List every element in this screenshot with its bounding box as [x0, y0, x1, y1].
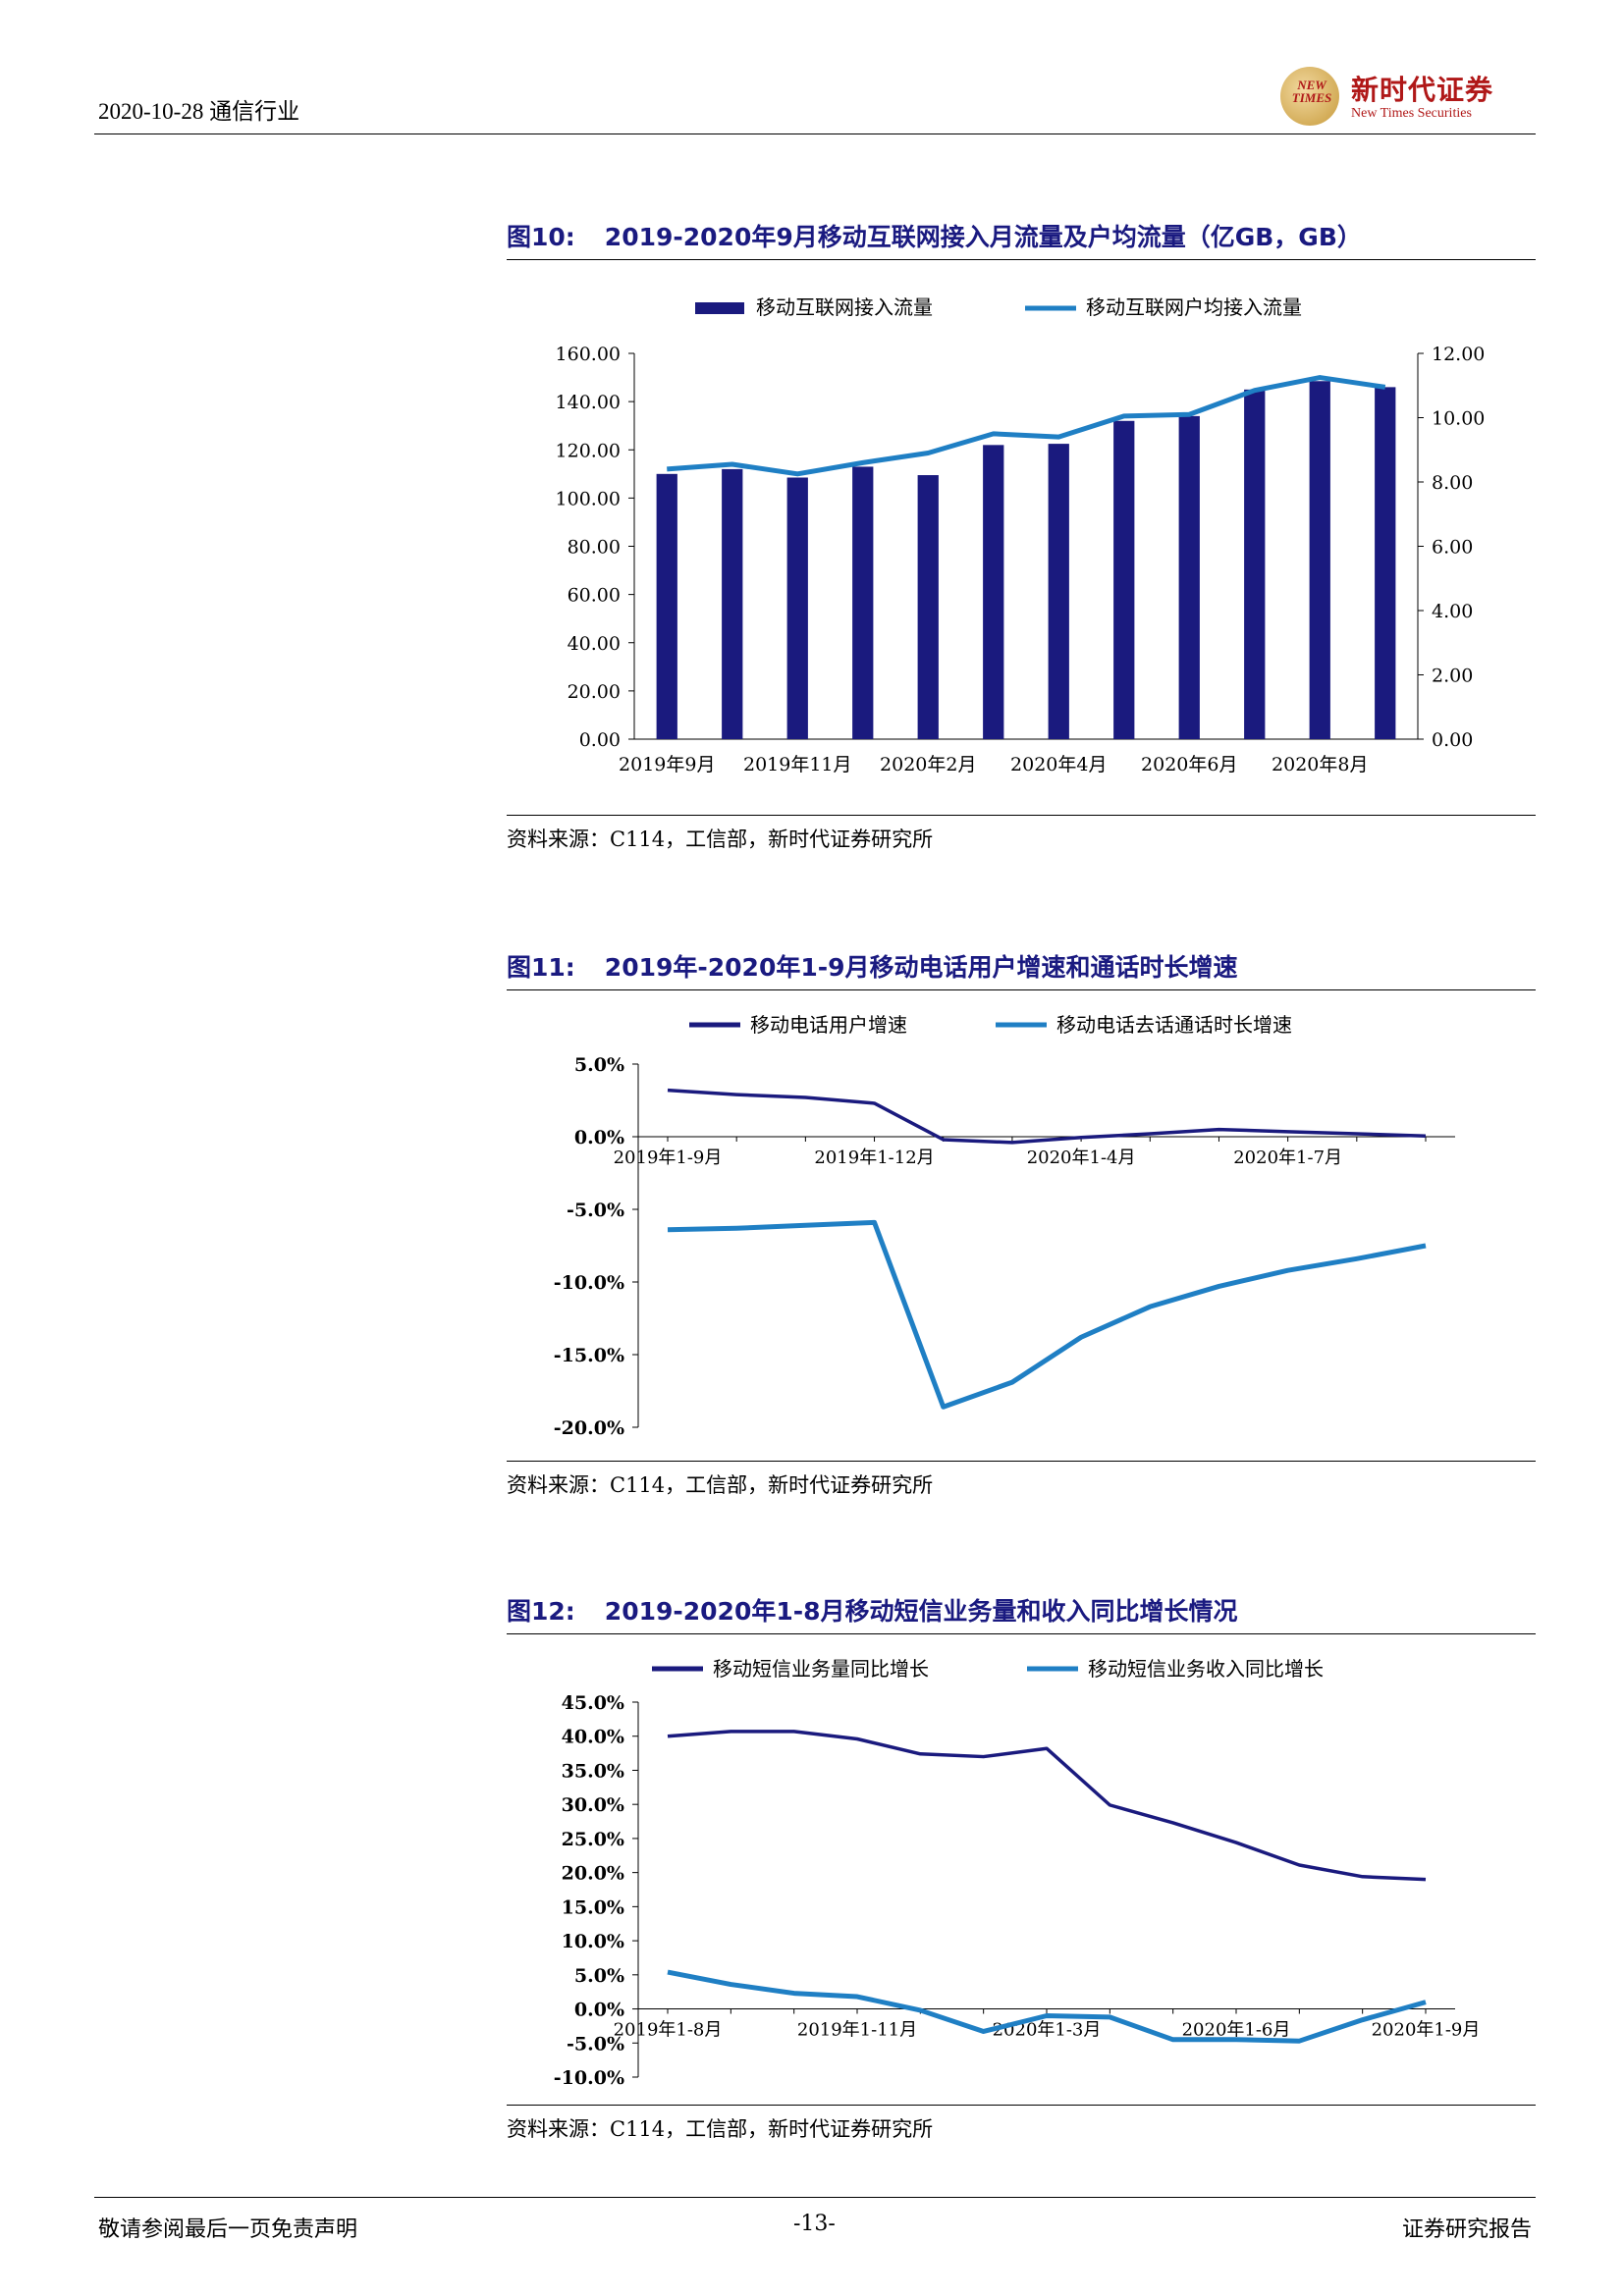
x-tick-label: 2020年4月 — [1010, 754, 1107, 775]
x-tick-label: 2019年1-12月 — [814, 1148, 934, 1168]
footer-disclaimer: 敬请参阅最后一页免责声明 — [98, 2217, 358, 2242]
y-tick-label: -10.0% — [554, 2067, 624, 2089]
logo-emblem — [1280, 67, 1339, 126]
series-line — [667, 1730, 1427, 1882]
y-tick-label: 0.0% — [574, 1127, 624, 1148]
x-tick-label: 2020年2月 — [880, 754, 976, 775]
y-tick-label: -20.0% — [554, 1417, 624, 1439]
x-tick-label: 2020年8月 — [1272, 754, 1368, 775]
legend-label: 移动互联网接入流量 — [756, 295, 933, 319]
header-date-section: 2020-10-28 通信行业 — [98, 99, 300, 124]
left-tick-label: 160.00 — [556, 344, 621, 365]
bar — [1178, 415, 1200, 739]
left-tick-label: 60.00 — [568, 585, 621, 607]
logo-english-name: New Times Securities — [1351, 106, 1472, 121]
bar — [722, 468, 743, 739]
left-tick-label: 140.00 — [556, 392, 621, 413]
figure-10-source: 资料来源：C114，工信部，新时代证券研究所 — [507, 815, 1536, 853]
left-tick-label: 40.00 — [568, 633, 621, 655]
legend-label: 移动电话用户增速 — [750, 1013, 907, 1037]
x-tick-label: 2019年9月 — [619, 754, 715, 775]
figure-11-number: 图11: — [507, 953, 575, 982]
bar — [917, 475, 939, 739]
y-tick-label: -10.0% — [554, 1272, 624, 1294]
logo-chinese-name: 新时代证券 — [1351, 74, 1494, 106]
legend-label: 移动短信业务量同比增长 — [713, 1657, 929, 1681]
y-tick-label: -5.0% — [567, 1200, 624, 1221]
bar — [1244, 389, 1266, 739]
left-tick-label: 120.00 — [556, 440, 621, 461]
series-line — [667, 1088, 1427, 1145]
left-tick-label: 80.00 — [568, 537, 621, 559]
y-tick-label: 5.0% — [574, 1054, 624, 1076]
right-tick-label: 2.00 — [1432, 666, 1473, 687]
left-tick-label: 20.00 — [568, 681, 621, 703]
figure-11-chart: 移动电话用户增速 移动电话去话通话时长增速 5.0% 0.0% -5.0% -10.0% -… — [554, 1013, 1455, 1439]
legend-swatch-bar — [695, 302, 744, 314]
right-tick-label: 6.00 — [1432, 537, 1473, 559]
y-tick-label: 35.0% — [562, 1760, 624, 1782]
x-tick-label: 2019年1-11月 — [797, 2020, 917, 2041]
right-tick-label: 10.00 — [1432, 408, 1485, 430]
y-tick-label: 10.0% — [562, 1931, 624, 1952]
x-tick-label: 2020年1-9月 — [1372, 2020, 1481, 2041]
y-tick-label: 15.0% — [562, 1896, 624, 1918]
company-logo: NEW TIMES 新时代证券 New Times Securities — [1280, 61, 1536, 130]
figure-11-caption: 2019年-2020年1-9月移动电话用户增速和通话时长增速 — [604, 953, 1238, 982]
figure-12-chart: 移动短信业务量同比增长 移动短信业务收入同比增长 45.0% 40.0% 35.0% 30… — [554, 1657, 1481, 2089]
x-tick-label: 2020年6月 — [1141, 754, 1237, 775]
x-tick-label: 2020年1-4月 — [1027, 1148, 1136, 1168]
right-tick-label: 0.00 — [1432, 729, 1473, 751]
bar — [1048, 444, 1069, 739]
x-tick-label: 2019年1-8月 — [614, 2020, 723, 2041]
y-tick-label: 5.0% — [574, 1965, 624, 1987]
figure-12-caption: 2019-2020年1-8月移动短信业务量和收入同比增长情况 — [604, 1597, 1238, 1626]
figure-12-number: 图12: — [507, 1597, 575, 1626]
left-tick-label: 0.00 — [579, 729, 621, 751]
y-tick-label: 25.0% — [562, 1829, 624, 1850]
figure-12-source: 资料来源：C114，工信部，新时代证券研究所 — [507, 2105, 1536, 2143]
y-tick-label: -5.0% — [567, 2033, 624, 2055]
figure-11-source: 资料来源：C114，工信部，新时代证券研究所 — [507, 1461, 1536, 1499]
series-line — [667, 1219, 1427, 1410]
y-tick-label: 20.0% — [562, 1863, 624, 1885]
x-tick-label: 2019年1-9月 — [614, 1148, 723, 1168]
page-number: -13- — [793, 2212, 836, 2236]
series-line — [667, 1969, 1427, 2044]
series-line — [667, 375, 1386, 477]
bar — [656, 473, 677, 739]
figure-10-number: 图10: — [507, 223, 575, 251]
bar — [852, 466, 874, 739]
legend-label: 移动电话去话通话时长增速 — [1056, 1013, 1292, 1037]
footer-report-type: 证券研究报告 — [1401, 2217, 1532, 2242]
figure-10-chart: 移动互联网接入流量 移动互联网户均接入流量 0.00 20.00 40.00 60.00 8… — [556, 295, 1486, 775]
bar — [1309, 381, 1330, 739]
x-tick-label: 2020年1-7月 — [1233, 1148, 1342, 1168]
y-tick-label: 40.0% — [562, 1727, 624, 1748]
page-header: 2020-10-28 通信行业 NEW TIMES 新时代证券 New Time… — [94, 55, 1536, 134]
y-tick-label: -15.0% — [554, 1345, 624, 1366]
right-tick-label: 12.00 — [1432, 344, 1485, 365]
y-tick-label: 30.0% — [562, 1794, 624, 1816]
logo-mark: NEW TIMES — [1291, 78, 1332, 105]
bar — [786, 477, 808, 739]
bar — [1375, 387, 1396, 739]
y-tick-label: 45.0% — [562, 1692, 624, 1714]
x-tick-label: 2020年1-6月 — [1182, 2020, 1291, 2041]
figure-12-title: 图12: 2019-2020年1-8月移动短信业务量和收入同比增长情况 — [507, 1592, 1536, 1634]
figure-10-caption: 2019-2020年9月移动互联网接入月流量及户均流量（亿GB，GB） — [604, 223, 1362, 251]
figure-11-title: 图11: 2019年-2020年1-9月移动电话用户增速和通话时长增速 — [507, 948, 1536, 990]
page-footer: 敬请参阅最后一页免责声明 -13- 证券研究报告 — [94, 2197, 1536, 2247]
legend-label: 移动互联网户均接入流量 — [1086, 295, 1302, 319]
legend-label: 移动短信业务收入同比增长 — [1088, 1657, 1324, 1681]
bar — [1113, 420, 1135, 739]
figure-10-title: 图10: 2019-2020年9月移动互联网接入月流量及户均流量（亿GB，GB） — [507, 218, 1536, 260]
y-tick-label: 0.0% — [574, 2000, 624, 2021]
right-tick-label: 4.00 — [1432, 601, 1473, 622]
bar — [983, 445, 1004, 739]
left-tick-label: 100.00 — [556, 488, 621, 509]
right-tick-label: 8.00 — [1432, 472, 1473, 494]
x-tick-label: 2019年11月 — [743, 754, 852, 775]
